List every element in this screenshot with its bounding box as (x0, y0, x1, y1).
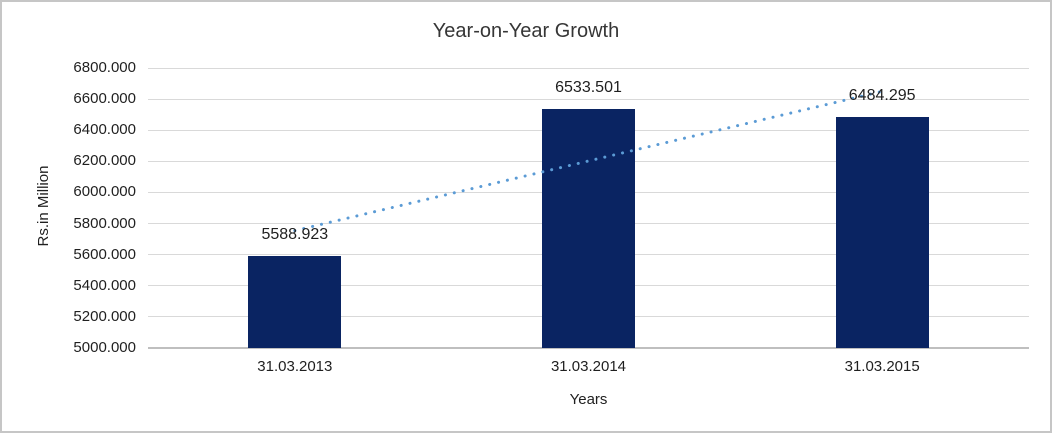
bar-value-label: 6533.501 (555, 79, 622, 97)
x-tick-label: 31.03.2015 (844, 358, 920, 375)
bar-value-label: 5588.923 (261, 226, 329, 244)
x-tick-label: 31.03.2014 (550, 358, 627, 375)
x-axis-line (148, 347, 1029, 349)
y-tick-label: 5400.000 (73, 276, 136, 294)
bar (542, 109, 635, 348)
y-tick-label: 6200.000 (73, 152, 136, 170)
y-tick-label: 5200.000 (73, 307, 136, 325)
y-tick-label: 5600.000 (73, 245, 136, 263)
y-tick-label: 6000.000 (73, 183, 136, 201)
bar (248, 256, 342, 348)
y-tick-label: 5800.000 (73, 214, 136, 232)
y-axis-title: Rs.in Million (35, 165, 52, 247)
y-tick-label: 6600.000 (73, 90, 136, 108)
plot-area: 5588.923 6533.501 6484.295 (148, 67, 1029, 349)
gridline (148, 67, 1029, 69)
x-axis-title: Years (569, 391, 608, 408)
y-tick-label: 6400.000 (73, 121, 136, 139)
chart-title: Year-on-Year Growth (432, 20, 620, 42)
x-axis-tick-labels: 31.03.2013 31.03.2014 31.03.2015 (148, 358, 1029, 378)
y-tick-label: 6800.000 (73, 59, 136, 76)
trendline (293, 89, 884, 233)
y-tick-label: 5000.000 (73, 339, 136, 356)
x-tick-label: 31.03.2013 (257, 358, 333, 375)
bar-value-label: 6484.295 (848, 87, 916, 105)
y-axis-tick-labels: 6800.000 6600.000 6400.000 6200.000 6000.000… (2, 59, 136, 356)
bar (835, 117, 929, 348)
gridline (148, 98, 1029, 100)
